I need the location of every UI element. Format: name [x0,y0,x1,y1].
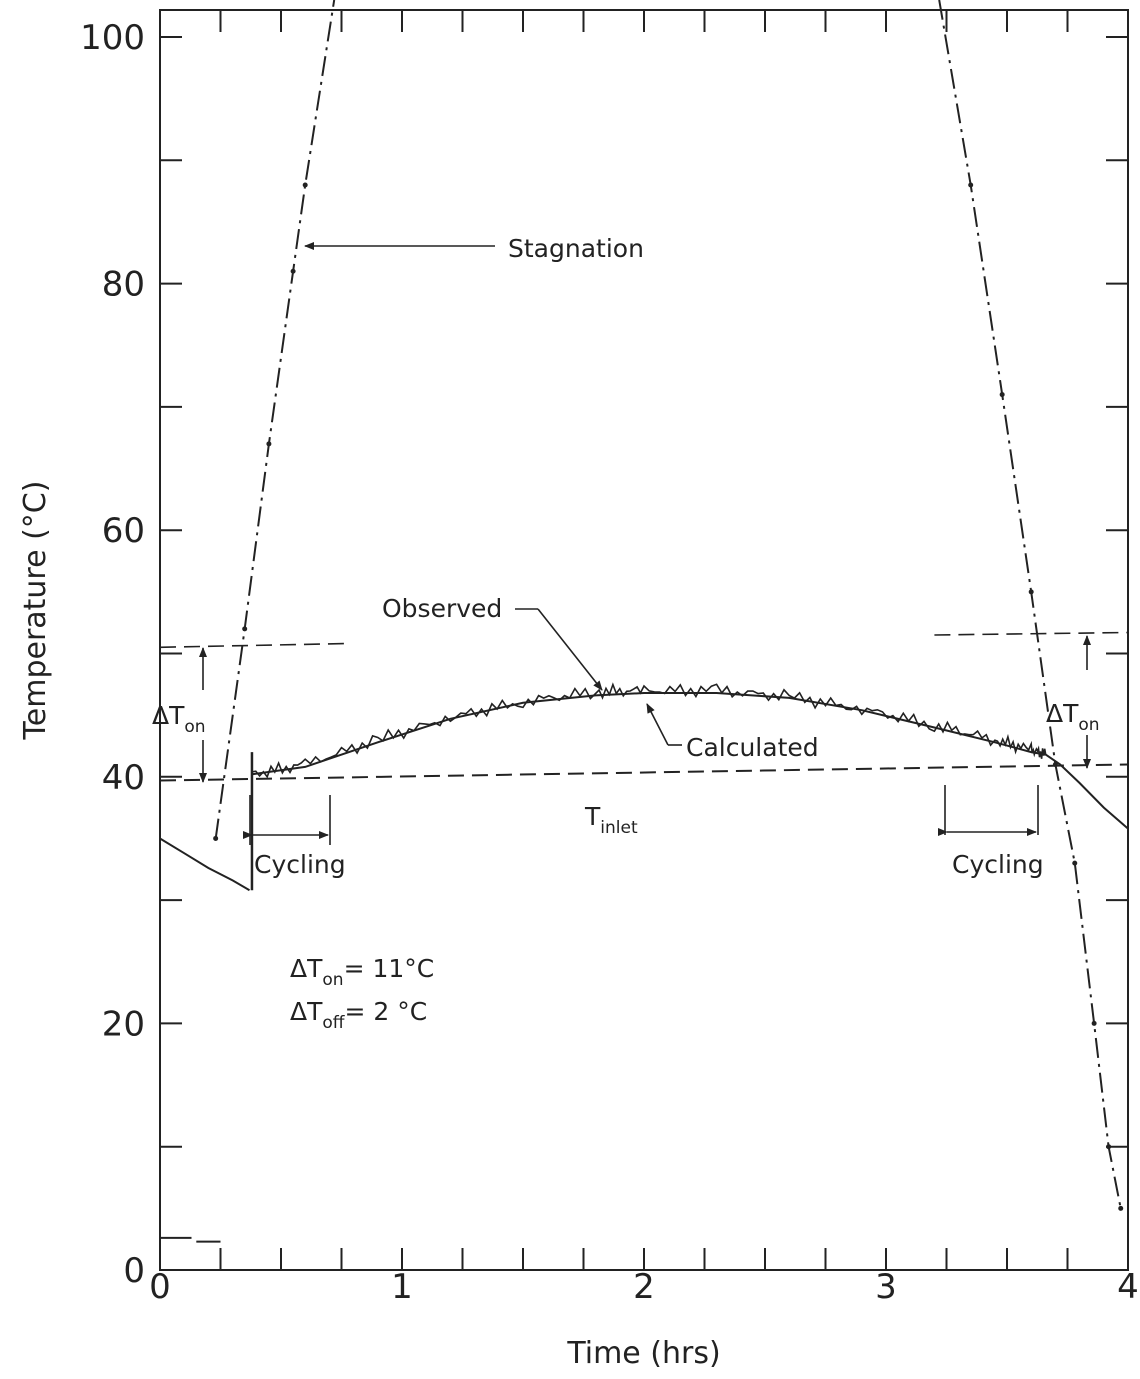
t-inlet-label: Tinlet [584,802,638,838]
calculated-line [251,692,1129,830]
stagnation-marker [266,441,272,447]
y-tick-label: 40 [102,758,145,798]
y-tick-label: 100 [80,18,145,58]
stagnation-marker [1106,1144,1112,1150]
y-tick-label: 60 [102,511,145,551]
stagnation-marker [1028,589,1034,595]
data-lines [159,0,1129,1243]
cycling-right-label: Cycling [952,850,1044,879]
stagnation-marker [242,626,248,632]
y-axis-title: Temperature (°C) [18,481,53,741]
stagnation-line [214,0,336,839]
axis-ticks [159,10,1129,1271]
x-tick-label: 4 [1117,1267,1139,1307]
stagnation-marker [290,268,296,274]
y-tick-label: 0 [123,1251,145,1291]
calculated-label: Calculated [686,733,819,762]
t-inlet-line [159,763,1129,782]
stagnation-line [938,0,1122,1209]
param-delta-t-off: ΔToff= 2 °C [290,997,427,1033]
stagnation-marker [302,182,308,188]
x-tick-label: 3 [875,1267,897,1307]
x-tick-label: 1 [391,1267,413,1307]
plot-frame [159,9,1129,1271]
reference-line [934,631,1129,636]
stagnation-marker [213,835,219,841]
observed-line [251,682,1047,779]
stagnation-marker [1091,1020,1097,1026]
calculated-arrow [646,703,669,746]
stagnation-label: Stagnation [508,234,644,263]
delta-t-on-left-label: ΔTon [152,701,206,737]
stagnation-marker [999,392,1005,398]
y-tick-label: 80 [102,265,145,305]
stagnation-marker [968,182,974,188]
calculated-line [159,837,251,892]
param-delta-t-on: ΔTon= 11°C [290,954,434,990]
reference-line [159,642,344,649]
x-axis-title: Time (hrs) [566,1336,720,1371]
stagnation-marker [1118,1205,1124,1211]
observed-label: Observed [382,594,502,623]
x-tick-label: 0 [149,1267,171,1307]
delta-t-on-right-label: ΔTon [1046,699,1100,735]
y-tick-label: 20 [102,1004,145,1044]
stagnation-marker [1072,860,1078,866]
annotation-arrows [199,242,1091,845]
x-tick-label: 2 [633,1267,655,1307]
cycling-left-label: Cycling [254,850,346,879]
observed-arrow [537,608,603,691]
